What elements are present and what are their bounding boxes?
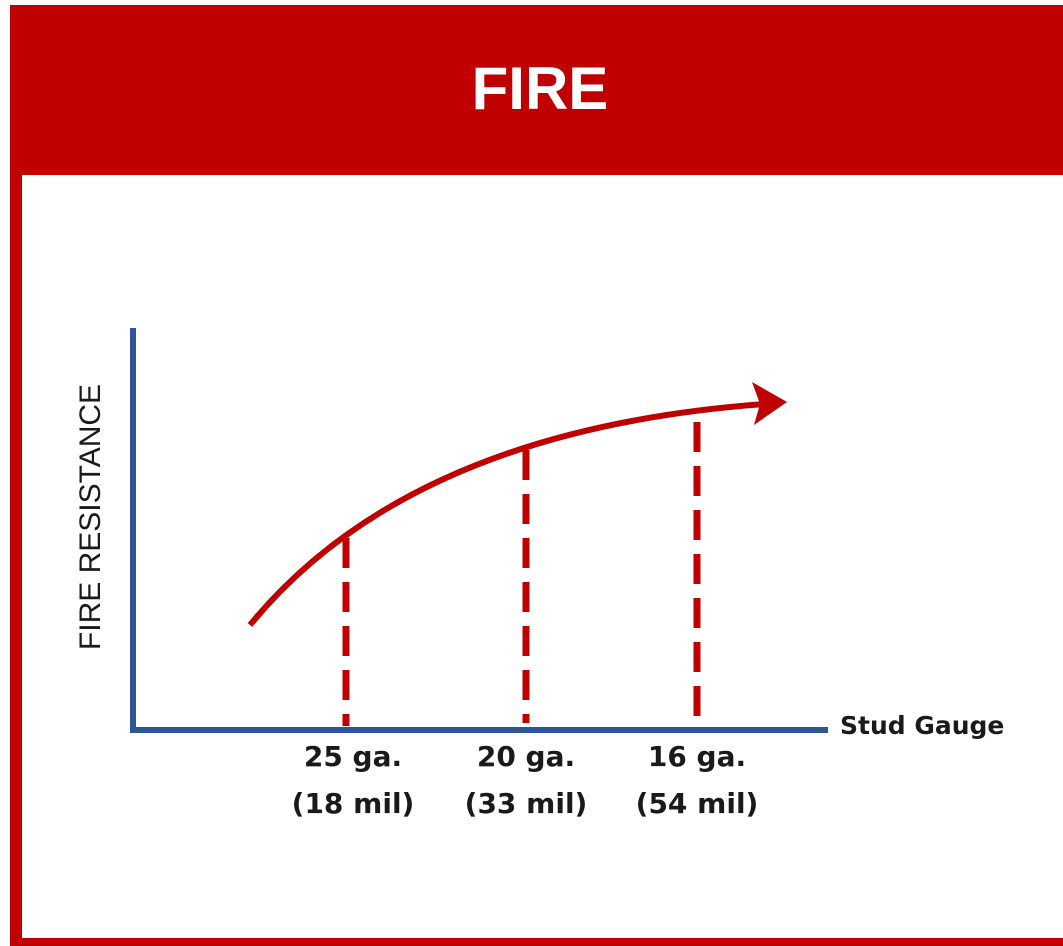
gauge-labels: 25 ga. (18 mil) 20 ga. (33 mil) 16 ga. (54 mi… — [292, 740, 759, 820]
gauge-label: 20 ga. — [477, 740, 575, 773]
gauge-label: 16 ga. — [648, 740, 746, 773]
arrow-head — [752, 382, 787, 425]
thickness-label: (33 mil) — [465, 787, 588, 820]
x-axis-label: Stud Gauge — [840, 711, 1004, 740]
y-axis-label: FIRE RESISTANCE — [74, 384, 107, 650]
gauge-label: 25 ga. — [304, 740, 402, 773]
header-title: FIRE — [472, 55, 609, 122]
thickness-label: (54 mil) — [636, 787, 759, 820]
trend-curve — [247, 401, 766, 627]
thickness-label: (18 mil) — [292, 787, 415, 820]
gauge-lines — [342, 422, 701, 726]
panel — [22, 175, 1063, 938]
